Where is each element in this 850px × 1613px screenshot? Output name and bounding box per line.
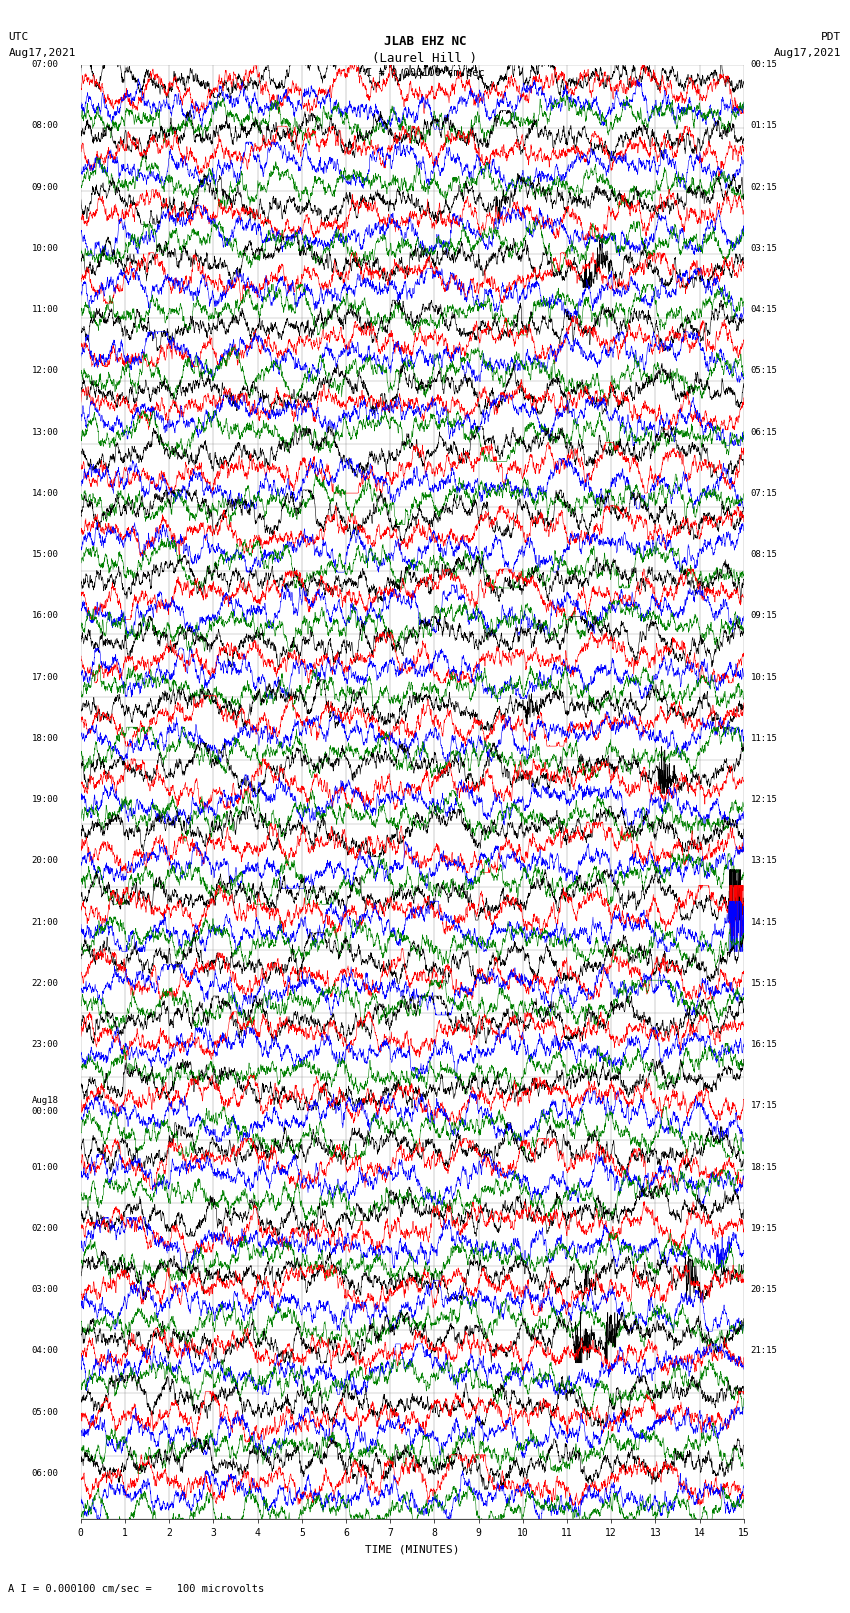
Text: 19:15: 19:15: [751, 1224, 777, 1232]
Text: 14:00: 14:00: [31, 489, 59, 498]
Text: 22:00: 22:00: [31, 979, 59, 987]
Text: UTC: UTC: [8, 32, 29, 42]
Text: 01:15: 01:15: [751, 121, 777, 131]
Text: 05:15: 05:15: [751, 366, 777, 376]
Text: 02:15: 02:15: [751, 182, 777, 192]
Text: 07:15: 07:15: [751, 489, 777, 498]
Text: 17:15: 17:15: [751, 1102, 777, 1110]
Text: 07:00: 07:00: [31, 60, 59, 69]
Text: 12:00: 12:00: [31, 366, 59, 376]
Text: 20:00: 20:00: [31, 857, 59, 866]
Text: 17:00: 17:00: [31, 673, 59, 682]
Text: 11:15: 11:15: [751, 734, 777, 744]
Text: 15:15: 15:15: [751, 979, 777, 987]
Text: 21:00: 21:00: [31, 918, 59, 926]
Text: 06:00: 06:00: [31, 1469, 59, 1478]
Text: 15:00: 15:00: [31, 550, 59, 560]
Text: Aug17,2021: Aug17,2021: [774, 48, 842, 58]
Text: 21:15: 21:15: [751, 1347, 777, 1355]
Text: 01:00: 01:00: [31, 1163, 59, 1171]
Text: 20:15: 20:15: [751, 1286, 777, 1294]
Text: 13:00: 13:00: [31, 427, 59, 437]
Text: 19:00: 19:00: [31, 795, 59, 805]
Text: Aug17,2021: Aug17,2021: [8, 48, 76, 58]
Text: 09:00: 09:00: [31, 182, 59, 192]
Text: 11:00: 11:00: [31, 305, 59, 315]
Text: (Laurel Hill ): (Laurel Hill ): [372, 52, 478, 65]
Text: 03:00: 03:00: [31, 1286, 59, 1294]
Text: 02:00: 02:00: [31, 1224, 59, 1232]
Text: 12:15: 12:15: [751, 795, 777, 805]
Text: Aug18
00:00: Aug18 00:00: [31, 1097, 59, 1116]
Text: PDT: PDT: [821, 32, 842, 42]
Text: 06:15: 06:15: [751, 427, 777, 437]
Text: 10:15: 10:15: [751, 673, 777, 682]
Text: 10:00: 10:00: [31, 244, 59, 253]
Text: 16:00: 16:00: [31, 611, 59, 621]
Text: 04:15: 04:15: [751, 305, 777, 315]
Text: 05:00: 05:00: [31, 1408, 59, 1416]
Text: JLAB EHZ NC: JLAB EHZ NC: [383, 35, 467, 48]
Text: 14:15: 14:15: [751, 918, 777, 926]
Text: 16:15: 16:15: [751, 1040, 777, 1048]
Text: 13:15: 13:15: [751, 857, 777, 866]
Text: 08:15: 08:15: [751, 550, 777, 560]
Text: I = 0.000100 cm/sec: I = 0.000100 cm/sec: [366, 68, 484, 77]
Text: 08:00: 08:00: [31, 121, 59, 131]
Text: 18:00: 18:00: [31, 734, 59, 744]
Text: 00:15: 00:15: [751, 60, 777, 69]
Text: 23:00: 23:00: [31, 1040, 59, 1048]
Text: 18:15: 18:15: [751, 1163, 777, 1171]
Text: A I = 0.000100 cm/sec =    100 microvolts: A I = 0.000100 cm/sec = 100 microvolts: [8, 1584, 264, 1594]
Text: 03:15: 03:15: [751, 244, 777, 253]
X-axis label: TIME (MINUTES): TIME (MINUTES): [365, 1544, 460, 1553]
Text: 09:15: 09:15: [751, 611, 777, 621]
Text: 04:00: 04:00: [31, 1347, 59, 1355]
